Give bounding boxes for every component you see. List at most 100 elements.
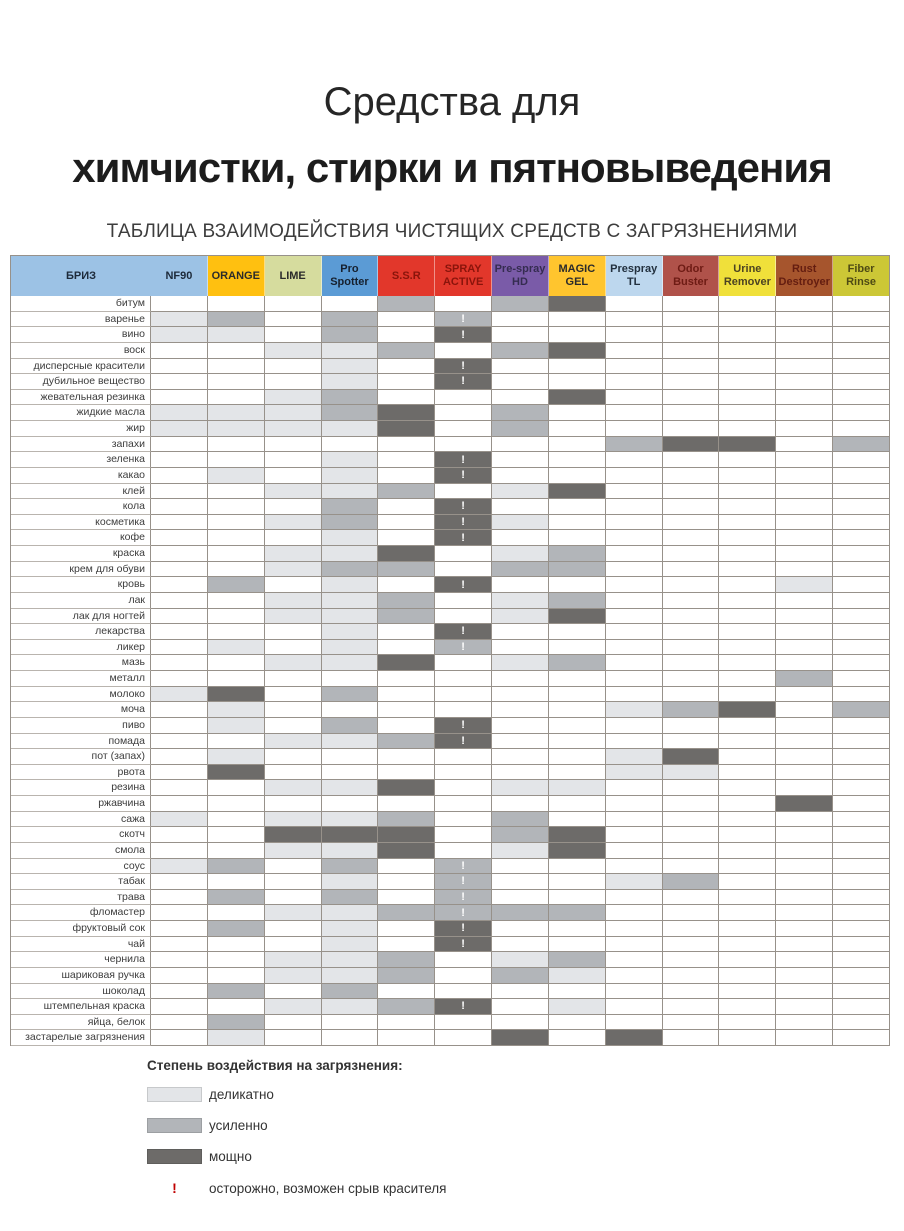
grid-cell [662, 999, 720, 1015]
grid-cell [662, 452, 720, 468]
grid-cell [151, 889, 208, 906]
grid-cell [264, 514, 322, 531]
table-row: резина [11, 780, 890, 796]
grid-cell [776, 327, 834, 343]
grid-cell [605, 921, 663, 937]
grid-cell [207, 686, 265, 703]
grid-cell [207, 842, 265, 859]
grid-cell [264, 577, 322, 593]
grid-cell [548, 983, 606, 1000]
grid-cell [435, 483, 493, 500]
grid-cell [207, 296, 265, 312]
grid-cell [833, 905, 890, 921]
grid-cell [605, 296, 663, 312]
grid-cell [662, 796, 720, 812]
grid-cell [321, 983, 379, 1000]
grid-cell [321, 358, 379, 375]
grid-cell [492, 561, 549, 578]
grid-cell [492, 655, 549, 671]
grid-cell [264, 967, 322, 984]
table-row: фломастер! [11, 905, 890, 921]
column-header: SPRAY ACTIVE [435, 256, 493, 296]
grid-cell [207, 546, 265, 562]
row-label: штемпельная краска [11, 999, 151, 1015]
grid-cell [662, 967, 720, 984]
grid-cell [492, 702, 549, 718]
grid-cell [151, 577, 208, 593]
grid-cell [378, 639, 436, 656]
grid-cell [492, 624, 549, 640]
grid-cell [719, 702, 777, 718]
grid-cell [378, 1030, 436, 1046]
grid-cell [719, 421, 777, 437]
grid-cell: ! [435, 874, 493, 890]
grid-cell [605, 686, 663, 703]
grid-cell [207, 874, 265, 890]
grid-cell [662, 921, 720, 937]
grid-cell [719, 842, 777, 859]
grid-cell [264, 296, 322, 312]
row-label: пот (запах) [11, 749, 151, 765]
interaction-table: БРИЗ NF90 ORANGE LIME Pro Spotter S.S.R SPRAY… [10, 255, 890, 1046]
grid-cell [548, 999, 606, 1015]
grid-cell [321, 452, 379, 468]
row-label: дисперсные красители [11, 358, 151, 375]
grid-cell [833, 764, 890, 781]
grid-cell [207, 671, 265, 687]
column-header: Pre-spray HD [492, 256, 549, 296]
grid-cell [151, 514, 208, 531]
grid-cell [264, 749, 322, 765]
grid-cell [548, 952, 606, 968]
grid-cell [833, 796, 890, 812]
grid-cell [207, 374, 265, 390]
grid-cell [378, 592, 436, 609]
grid-cell [264, 561, 322, 578]
grid-cell [264, 655, 322, 671]
grid-cell [662, 905, 720, 921]
grid-cell [605, 874, 663, 890]
grid-cell [662, 717, 720, 734]
grid-cell [719, 546, 777, 562]
table-row: рвота [11, 764, 890, 781]
grid-cell [833, 999, 890, 1015]
grid-cell [321, 905, 379, 921]
legend-label: деликатно [209, 1087, 274, 1102]
grid-cell: ! [435, 858, 493, 875]
grid-cell [605, 764, 663, 781]
grid-cell [435, 749, 493, 765]
grid-cell [378, 499, 436, 515]
grid-cell [264, 889, 322, 906]
table-row: жевательная резинка [11, 389, 890, 406]
column-header: ORANGE [207, 256, 265, 296]
table-row: табак! [11, 874, 890, 890]
grid-cell [321, 858, 379, 875]
grid-cell [776, 405, 834, 421]
grid-cell [321, 702, 379, 718]
column-header: Fiber Rinse [833, 256, 890, 296]
grid-cell [321, 967, 379, 984]
row-label: ликер [11, 639, 151, 656]
grid-cell [833, 983, 890, 1000]
grid-cell [548, 358, 606, 375]
grid-cell [378, 842, 436, 859]
grid-cell [492, 780, 549, 796]
grid-cell: ! [435, 499, 493, 515]
grid-cell [435, 389, 493, 406]
grid-cell [662, 342, 720, 359]
grid-cell [207, 467, 265, 484]
grid-cell [207, 358, 265, 375]
grid-cell [378, 530, 436, 546]
table-row: застарелые загрязнения [11, 1030, 890, 1046]
grid-cell [605, 811, 663, 828]
grid-cell [151, 389, 208, 406]
grid-cell [719, 452, 777, 468]
grid-cell: ! [435, 577, 493, 593]
grid-cell [264, 436, 322, 453]
grid-cell [378, 655, 436, 671]
grid-cell [548, 436, 606, 453]
grid-cell [776, 702, 834, 718]
grid-cell [492, 1014, 549, 1031]
grid-cell [776, 936, 834, 953]
grid-cell [548, 874, 606, 890]
grid-cell [776, 546, 834, 562]
